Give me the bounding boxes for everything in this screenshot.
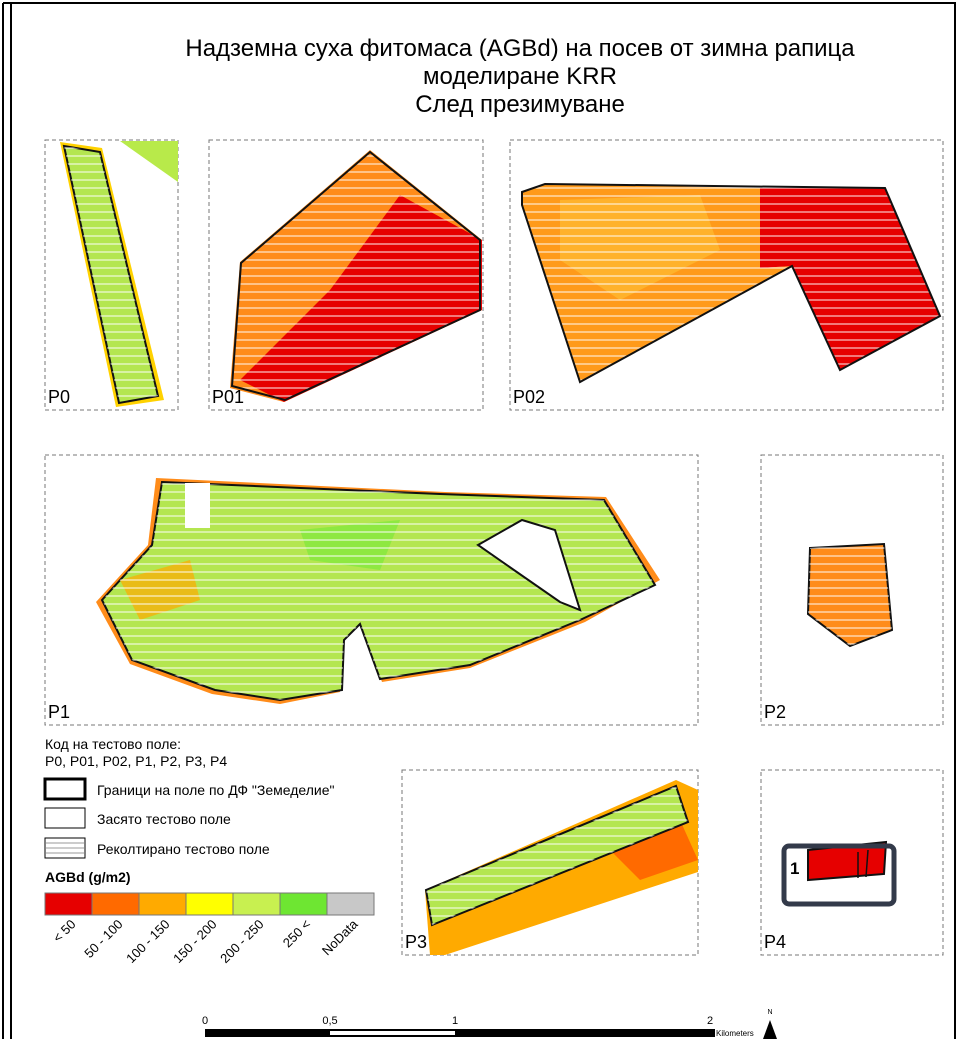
scale-tick-label: 2 bbox=[707, 1015, 713, 1027]
legend-swatch bbox=[45, 893, 92, 915]
legend-heading: AGBd (g/m2) bbox=[45, 869, 131, 885]
panel-label: P1 bbox=[48, 702, 70, 722]
scale-unit: Kilometers bbox=[716, 1029, 754, 1038]
legend-swatch bbox=[139, 893, 186, 915]
legend-swatch bbox=[186, 893, 233, 915]
scale-tick-label: 0,5 bbox=[322, 1015, 337, 1027]
legend-swatch bbox=[280, 893, 327, 915]
legend-item: Реколтирано тестово поле bbox=[97, 841, 270, 857]
panel-label: P4 bbox=[764, 932, 786, 952]
legend-title: Код на тестово поле: bbox=[45, 736, 181, 752]
scale-tick-label: 1 bbox=[452, 1015, 458, 1027]
marker-label: 1 bbox=[790, 859, 799, 878]
panel-label: P0 bbox=[48, 387, 70, 407]
panel-label: P3 bbox=[405, 932, 427, 952]
panel-label: P01 bbox=[212, 387, 244, 407]
title: След презимуване bbox=[415, 91, 625, 118]
title: Надземна суха фитомаса (AGBd) на посев о… bbox=[185, 35, 855, 62]
scale-tick-label: 0 bbox=[202, 1015, 208, 1027]
legend-swatch bbox=[233, 893, 280, 915]
legend-swatch bbox=[327, 893, 374, 915]
legend-item: Засято тестово поле bbox=[97, 811, 231, 827]
legend-codes: P0, P01, P02, P1, P2, P3, P4 bbox=[45, 753, 227, 769]
north-label: N bbox=[767, 1009, 772, 1016]
panel-label: P2 bbox=[764, 702, 786, 722]
legend-item: Граници на поле по ДФ "Земеделие" bbox=[97, 782, 335, 798]
map-page: Надземна суха фитомаса (AGBd) на посев о… bbox=[0, 0, 956, 1039]
title: моделиране KRR bbox=[423, 63, 617, 90]
legend-swatch bbox=[92, 893, 139, 915]
panel-label: P02 bbox=[513, 387, 545, 407]
